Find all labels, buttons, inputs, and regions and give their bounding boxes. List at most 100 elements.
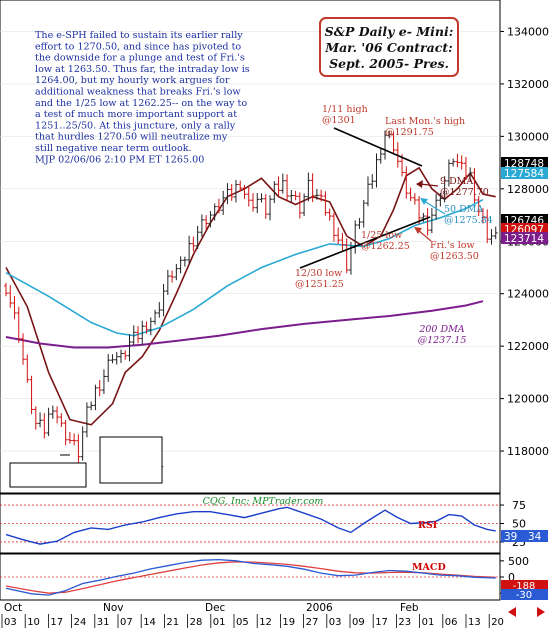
x-month-label: Feb [400,602,419,614]
chart-title: S&P Daily e- Mini: [325,24,454,39]
rsi-y-tick-label: 50 [512,518,526,531]
moving-averages [5,166,496,426]
callout-1013-frame [9,462,87,488]
callout-1019-frame [99,436,163,484]
annotation-text: 200 DMA [418,324,464,335]
price-grid [0,31,500,452]
annotation-text: 9 DMA [440,176,473,187]
annotation-text: Last Mon.'s high [385,116,465,127]
annotation-text: 12/30 low [295,268,342,279]
arrow-head-fri-low [414,227,422,234]
annotation-text: @1237.15 [418,335,467,346]
arrow-head-50dma [420,198,428,205]
x-day-label: 01 [422,617,435,628]
rsi-credit: CQG, Inc; MPTrader.com [203,496,324,507]
price-bars [4,130,498,463]
ma-line-9-dma [5,166,496,426]
x-day-label: 28 [190,617,203,628]
title-box: S&P Daily e- Mini: Mar. '06 Contract: Se… [319,17,459,77]
macd-line [5,558,496,596]
x-day-label: 23 [398,617,411,628]
x-day-label: 19 [282,617,295,628]
x-month-label: Nov [103,602,124,614]
arrow-fri-low [417,229,432,242]
x-day-label: 17 [50,617,63,628]
macd-value-tag-label: -30 [516,590,532,601]
trendlines [299,127,431,269]
commentary-line: MJP 02/06/06 2:10 PM ET 1265.00 [35,154,204,165]
commentary-text: The e-SPH failed to sustain its earlier … [35,30,250,165]
ma-line-50-dma [5,198,484,337]
x-day-label: 01 [213,617,226,628]
commentary-line: a test of much more important support at [35,109,237,120]
x-day-label: 12 [259,617,272,628]
commentary-line: 1251..25/50. At this juncture, only a ra… [35,120,236,131]
arrow-50dma [423,200,446,215]
main-price-panel: The e-SPH failed to sustain its earlier … [0,0,501,494]
commentary-line: and the 1/25 low at 1262.25-- on the way… [35,98,247,109]
x-day-label: 03 [4,617,17,628]
y-tick-label: 124000 [507,288,549,301]
commentary-line: still negative near term outlook. [35,143,192,154]
x-day-label: 03 [329,617,342,628]
annotation-text: 1/11 high [322,104,368,115]
y-tick-label: 134000 [507,25,549,38]
commentary-line: additional weakness that breaks Fri.'s l… [35,87,241,98]
annotation-text: @1291.75 [385,127,434,138]
annotation-text: Fri.'s low [430,240,475,251]
chart-period: Sept. 2005- Pres. [329,56,449,71]
x-day-label: 24 [74,617,87,628]
y-tick-label: 120000 [507,393,549,406]
x-day-label: 17 [375,617,388,628]
x-day-label: 21 [166,617,179,628]
x-day-label: 27 [306,617,319,628]
y-tick-label: 128000 [507,183,549,196]
scroll-left-arrow [508,607,516,617]
y-tick-label: 130000 [507,130,549,143]
macd-value-tag-label: -188 [513,581,536,592]
price-tag-box [501,167,548,179]
x-day-label: 09 [352,617,365,628]
commentary-line: The e-SPH failed to sustain its earlier … [35,30,243,41]
y-tick-label: 122000 [507,340,549,353]
uptrend-line [299,216,431,269]
scroll-right-arrow [537,607,545,617]
macd-y-tick-label: 500 [508,555,529,568]
price-y-axis: 1180001200001220001240001260001280001300… [500,25,549,458]
commentary-line: effort to 1270.50, and since has pivoted… [35,41,241,52]
annotation-text: @1251.25 [295,279,344,290]
rsi-value-tag-a: 39 [504,531,517,543]
x-month-label: Dec [205,602,226,614]
annotation-text: @1263.50 [430,251,479,262]
x-month-label: 2006 [306,602,333,614]
annotation-text: @1301 [322,115,356,126]
macd-label: MACD [412,562,446,573]
rsi-line [5,506,496,545]
x-month-label: Oct [4,602,22,614]
x-day-label: 14 [143,617,156,628]
x-day-label: 10 [27,617,40,628]
commentary-line: the downside for a plunge and test of Fr… [35,53,245,64]
price-tag-label: 123714 [504,233,544,245]
macd-value-tag [501,580,548,591]
downtrend-line [333,127,423,167]
rsi-y-tick-label: 75 [512,499,526,512]
x-day-label: 06 [445,617,458,628]
macd-value-tag [501,589,548,600]
annotation-text: @1262.25 [361,241,410,252]
price-tag-box [501,232,548,244]
x-day-label: 20 [491,617,504,628]
annotation-arrows [414,180,446,242]
x-day-label: 07 [120,617,133,628]
annotation-text: 1/25 low [361,230,402,241]
rsi-value-tag-b: 34 [528,531,542,543]
y-tick-label: 118000 [507,445,549,458]
rsi-label: RSI [418,520,438,531]
annotation-text: @1277.70 [440,187,489,198]
